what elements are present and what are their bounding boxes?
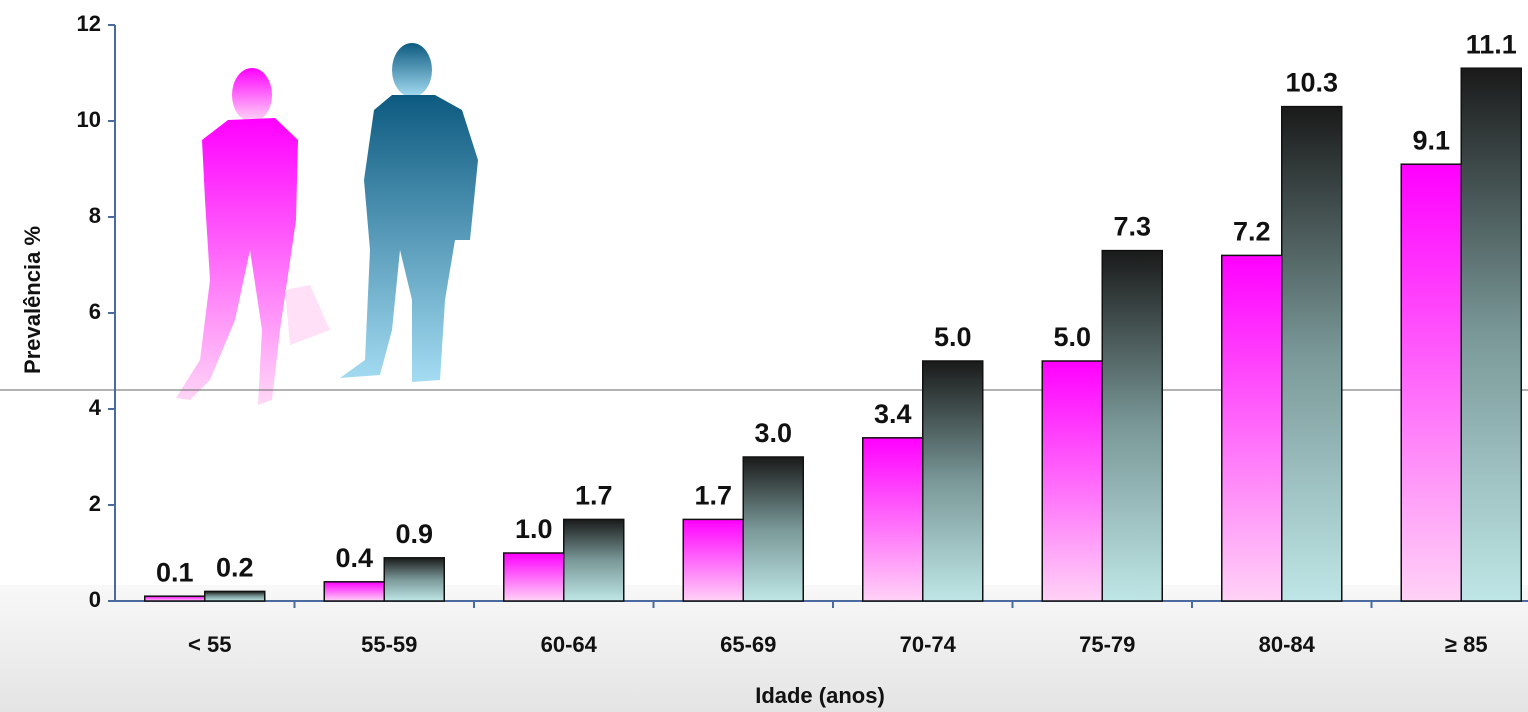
x-tick-label: ≥ 85	[1445, 632, 1488, 657]
value-label: 3.4	[874, 399, 912, 429]
x-tick-label: < 55	[188, 632, 231, 657]
x-tick-label: 55-59	[361, 632, 417, 657]
value-label: 1.7	[575, 481, 613, 511]
bar	[503, 552, 565, 602]
y-tick-label: 12	[77, 11, 101, 36]
bar	[563, 518, 625, 602]
bar	[1400, 163, 1462, 602]
value-label: 0.2	[216, 553, 254, 583]
x-tick-label: 65-69	[720, 632, 776, 657]
y-tick-label: 6	[89, 299, 101, 324]
bar	[1460, 67, 1522, 602]
footer-band	[0, 585, 1528, 712]
value-label: 10.3	[1285, 68, 1338, 98]
bar	[323, 581, 385, 602]
value-label: 11.1	[1466, 29, 1517, 59]
value-label: 7.3	[1113, 212, 1151, 242]
bar	[922, 360, 984, 602]
x-tick-label: 75-79	[1079, 632, 1135, 657]
x-axis-label: Idade (anos)	[755, 683, 885, 708]
value-label: 5.0	[1053, 322, 1091, 352]
bar	[1221, 254, 1283, 602]
bar	[204, 590, 266, 602]
bar	[682, 518, 744, 602]
y-tick-label: 2	[89, 491, 101, 516]
x-tick-label: 70-74	[900, 632, 957, 657]
bar	[862, 437, 924, 602]
value-label: 0.4	[335, 543, 373, 573]
woman-silhouette	[176, 68, 330, 405]
y-axis-label: Prevalência %	[20, 226, 45, 374]
y-tick-label: 0	[89, 587, 101, 612]
bar	[1041, 360, 1103, 602]
y-tick-label: 4	[89, 395, 102, 420]
value-label: 0.1	[156, 557, 194, 587]
man-silhouette	[340, 43, 478, 382]
value-label: 1.7	[694, 481, 732, 511]
value-label: 3.0	[754, 418, 792, 448]
bar	[144, 595, 206, 602]
bar	[1281, 105, 1343, 602]
bar	[742, 456, 804, 602]
value-label: 9.1	[1412, 125, 1450, 155]
y-tick-label: 8	[89, 203, 101, 228]
x-tick-label: 80-84	[1259, 632, 1316, 657]
bar	[383, 557, 445, 602]
x-tick-label: 60-64	[541, 632, 598, 657]
value-label: 0.9	[395, 519, 433, 549]
value-label: 7.2	[1233, 217, 1271, 247]
y-tick-label: 10	[77, 107, 101, 132]
value-label: 5.0	[934, 322, 972, 352]
bar	[1101, 249, 1163, 602]
value-label: 1.0	[515, 514, 553, 544]
